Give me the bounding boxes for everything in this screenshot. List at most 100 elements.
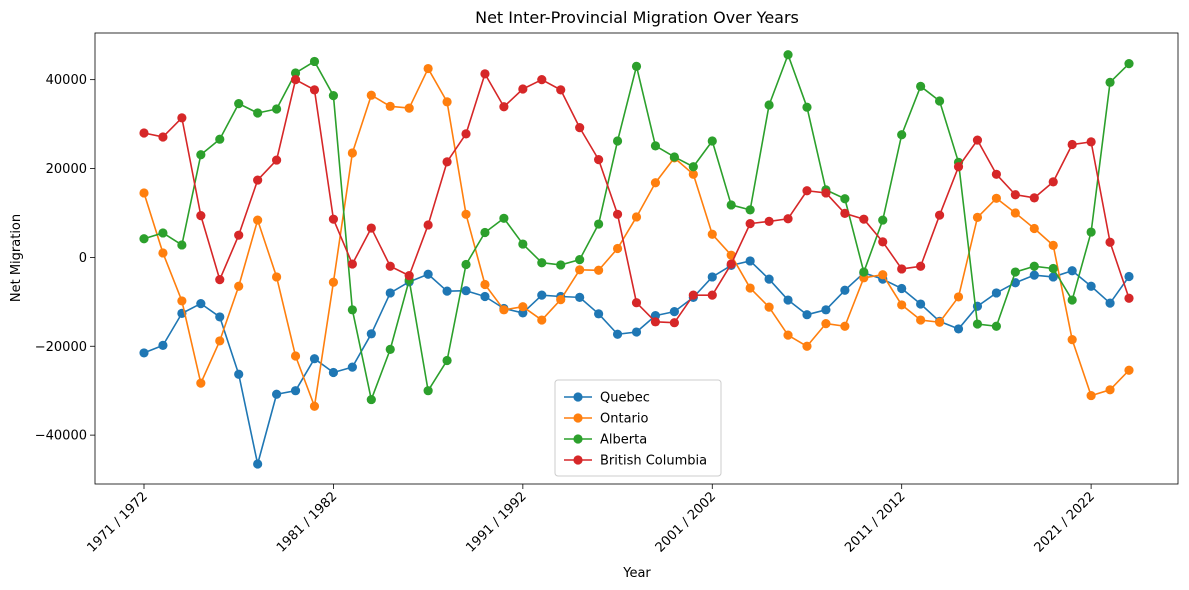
y-tick-label: 40000 [46,73,87,88]
data-point-quebec [1048,272,1058,282]
data-point-british-columbia [196,211,206,221]
data-point-ontario [650,178,661,188]
data-point-ontario [1067,334,1077,345]
data-point-british-columbia [290,75,301,85]
data-point-ontario [366,90,376,100]
data-point-ontario [707,229,717,239]
data-point-ontario [309,401,320,411]
data-point-quebec [1086,281,1096,291]
legend-label-british-columbia: British Columbia [600,454,707,469]
data-point-alberta [1010,267,1020,277]
data-point-alberta [1105,77,1115,87]
data-point-british-columbia [612,209,623,219]
data-point-quebec [707,272,717,282]
data-point-british-columbia [1086,137,1096,147]
data-point-quebec [328,367,339,378]
data-point-british-columbia [404,271,414,281]
data-point-quebec [461,286,471,296]
data-point-quebec [480,291,490,302]
data-point-alberta [309,56,320,67]
data-point-ontario [177,296,187,306]
series-alberta [139,50,1134,405]
data-point-quebec [290,386,301,396]
data-point-alberta [480,227,490,238]
data-point-ontario [1010,208,1020,218]
data-point-quebec [991,288,1002,298]
data-point-british-columbia [537,75,547,85]
data-point-alberta [916,81,926,91]
data-point-ontario [215,336,225,346]
data-point-british-columbia [234,230,244,240]
data-point-british-columbia [821,188,831,198]
data-point-quebec [575,292,585,302]
data-point-alberta [461,259,471,270]
data-point-british-columbia [139,128,149,138]
data-point-ontario [802,341,812,351]
data-point-alberta [575,255,585,265]
legend-marker-ontario [573,413,583,423]
data-point-alberta [840,194,850,204]
data-point-ontario [764,302,774,312]
data-point-quebec [234,369,244,379]
legend-marker-alberta [573,434,583,444]
data-point-ontario [423,63,433,74]
data-point-british-columbia [745,219,755,229]
data-point-british-columbia [594,155,604,165]
data-point-quebec [916,299,926,309]
data-point-quebec [196,299,206,309]
series-british-columbia [139,69,1134,328]
data-point-quebec [631,327,642,337]
data-point-quebec [840,285,850,295]
data-point-ontario [991,193,1002,203]
data-point-british-columbia [650,317,661,327]
data-point-alberta [897,130,907,140]
data-point-british-columbia [953,162,964,172]
data-point-alberta [726,200,736,210]
data-point-alberta [1067,295,1077,305]
data-point-alberta [366,394,376,405]
data-point-ontario [631,212,642,222]
data-point-british-columbia [669,318,679,328]
data-point-british-columbia [442,157,452,167]
data-point-british-columbia [480,69,490,79]
data-point-ontario [461,209,471,219]
legend-marker-quebec [573,392,583,402]
data-point-british-columbia [991,169,1002,179]
data-point-quebec [253,459,263,469]
data-point-quebec [745,256,755,266]
data-point-alberta [442,355,452,366]
data-point-british-columbia [1029,193,1039,203]
data-point-ontario [594,265,604,275]
legend-box [554,379,722,477]
data-point-ontario [783,330,793,340]
data-point-quebec [1029,270,1039,280]
series-line-alberta [143,53,1130,401]
data-point-ontario [196,378,206,388]
data-point-quebec [594,309,604,319]
data-point-alberta [612,136,623,146]
data-point-ontario [158,248,168,258]
data-point-british-columbia [916,261,926,271]
data-point-alberta [177,240,187,250]
data-point-quebec [442,286,452,296]
data-point-alberta [991,321,1002,331]
data-point-british-columbia [802,186,812,196]
data-point-ontario [234,281,244,291]
x-axis: 1971 / 1972 1981 / 1982 1991 / 1992 2001 / … [84,484,1098,556]
data-point-ontario [745,283,755,293]
data-point-british-columbia [385,261,395,271]
data-point-quebec [1124,271,1134,282]
data-point-ontario [934,317,945,327]
data-point-british-columbia [1048,177,1058,187]
data-point-alberta [347,305,357,315]
data-point-alberta [859,267,869,277]
data-point-alberta [215,134,225,144]
data-point-alberta [1048,263,1058,274]
data-point-alberta [253,108,263,118]
data-point-alberta [669,152,679,162]
data-point-alberta [385,344,395,354]
data-point-alberta [272,104,282,114]
legend-label-ontario: Ontario [600,412,648,427]
data-point-british-columbia [840,208,850,218]
data-point-ontario [347,148,357,158]
